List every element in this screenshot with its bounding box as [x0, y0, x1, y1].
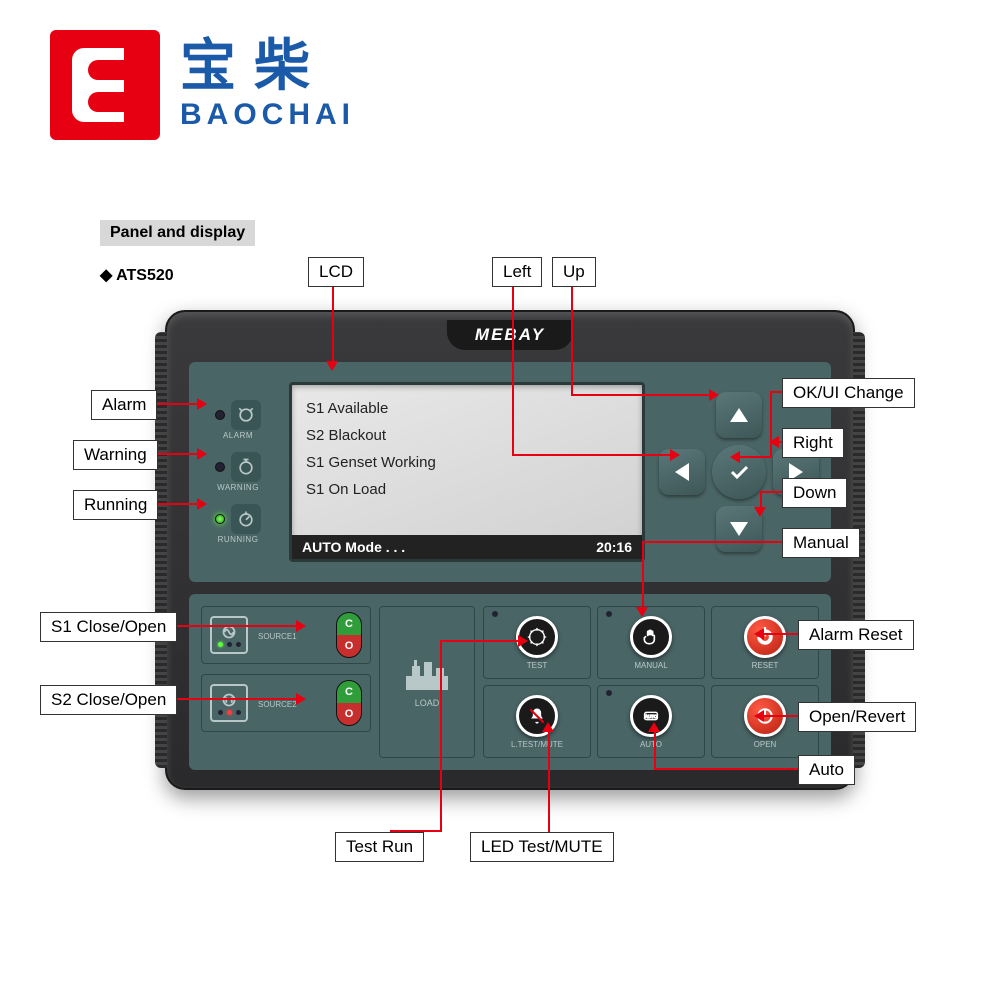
lcd-line: S2 Blackout: [306, 422, 628, 449]
source1-row: SOURCE1 CO: [201, 606, 371, 664]
callout-open-revert: Open/Revert: [798, 702, 916, 732]
logo-text-en: BAOCHAI: [180, 98, 355, 132]
callout-led-test: LED Test/MUTE: [470, 832, 614, 862]
callout-s2: S2 Close/Open: [40, 685, 177, 715]
source2-row: SOURCE2 CO: [201, 674, 371, 732]
source2-icon: [210, 684, 248, 722]
load-block: LOAD: [379, 606, 475, 758]
lcd-mode: AUTO Mode . . .: [302, 539, 405, 555]
callout-alarm: Alarm: [91, 390, 157, 420]
status-alarm: ALARM: [201, 400, 275, 440]
callout-down: Down: [782, 478, 847, 508]
source1-icon: [210, 616, 248, 654]
callout-auto: Auto: [798, 755, 855, 785]
alarm-icon: [231, 400, 261, 430]
svg-text:AUTO: AUTO: [645, 713, 658, 718]
callout-ok: OK/UI Change: [782, 378, 915, 408]
load-icon: [402, 656, 452, 692]
callout-warning: Warning: [73, 440, 158, 470]
lcd-display: S1 Available S2 Blackout S1 Genset Worki…: [289, 382, 645, 562]
callout-left: Left: [492, 257, 542, 287]
callout-up: Up: [552, 257, 596, 287]
logo-text-cn: 宝柴: [180, 38, 355, 94]
ltest-button-cell: L.TEST/MUTE: [483, 685, 591, 758]
test-button-cell: TEST: [483, 606, 591, 679]
callout-test-run: Test Run: [335, 832, 424, 862]
status-running: RUNNING: [201, 504, 275, 544]
running-icon: [231, 504, 261, 534]
upper-panel: ALARM WARNING RUNNING: [189, 362, 831, 582]
s2-close-open-button[interactable]: CO: [336, 680, 362, 726]
brand-logo: 宝柴 BAOCHAI: [50, 30, 355, 140]
up-button[interactable]: [716, 392, 762, 438]
model-label: ◆ ATS520: [100, 265, 174, 285]
warning-icon: [231, 452, 261, 482]
callout-s1: S1 Close/Open: [40, 612, 177, 642]
controller-panel: MEBAY ALARM WARNING: [165, 310, 855, 790]
s1-close-open-button[interactable]: CO: [336, 612, 362, 658]
status-warning: WARNING: [201, 452, 275, 492]
lcd-line: S1 Available: [306, 395, 628, 422]
section-title: Panel and display: [100, 220, 255, 246]
callout-right: Right: [782, 428, 844, 458]
callout-running: Running: [73, 490, 158, 520]
device-brand: MEBAY: [447, 320, 573, 350]
callout-manual: Manual: [782, 528, 860, 558]
callout-lcd: LCD: [308, 257, 364, 287]
lower-panel: SOURCE1 CO SOURCE2 CO: [189, 594, 831, 770]
logo-mark-icon: [50, 30, 160, 140]
manual-button[interactable]: [630, 616, 672, 658]
callout-alarm-reset: Alarm Reset: [798, 620, 914, 650]
reset-button[interactable]: [744, 616, 786, 658]
lcd-line: S1 On Load: [306, 476, 628, 503]
lcd-time: 20:16: [596, 539, 632, 555]
manual-button-cell: MANUAL: [597, 606, 705, 679]
